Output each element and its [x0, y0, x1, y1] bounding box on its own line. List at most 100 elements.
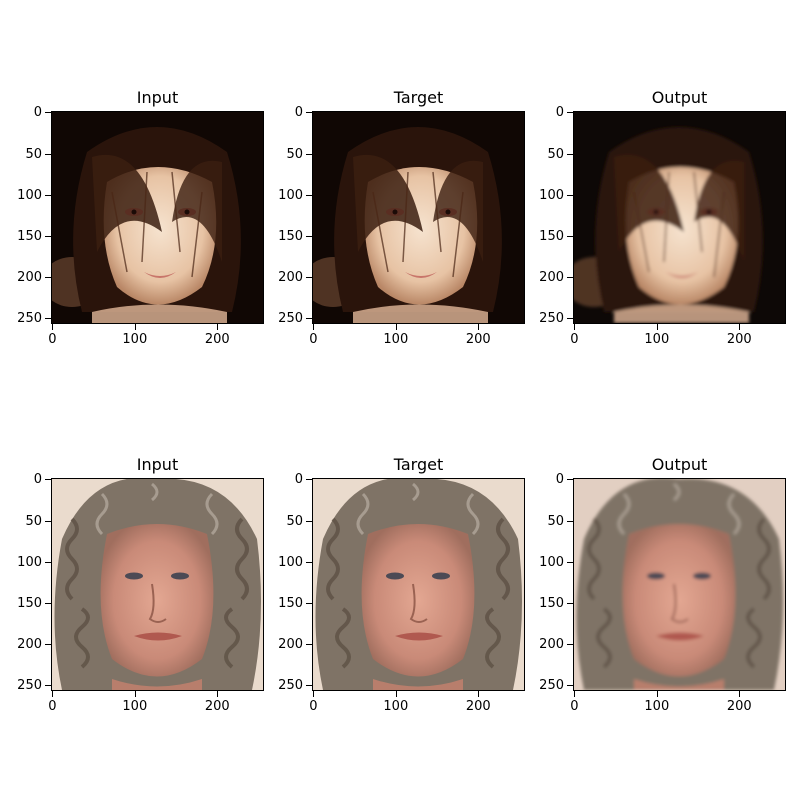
x-tick-label: 200: [465, 699, 491, 714]
y-tick: [567, 561, 574, 563]
y-tick: [306, 479, 313, 481]
y-tick: [45, 277, 52, 279]
x-tick: [574, 690, 576, 697]
y-tick: [45, 685, 52, 687]
x-tick-label: 0: [48, 332, 57, 347]
x-tick: [574, 323, 576, 330]
y-tick-label: 250: [17, 311, 42, 327]
panel-title: Target: [393, 88, 444, 107]
x-tick: [478, 690, 480, 697]
x-tick: [478, 323, 480, 330]
image-panel: Output 0 50 100 150 200 250 0 100 200: [539, 455, 786, 713]
y-tick-label: 50: [286, 513, 303, 529]
y-tick: [45, 603, 52, 605]
y-tick: [567, 236, 574, 238]
y-tick-label: 150: [539, 596, 564, 612]
y-tick-label: 0: [33, 105, 42, 121]
x-tick-label: 0: [570, 699, 579, 714]
y-tick-label: 200: [278, 270, 303, 286]
y-tick-label: 150: [17, 596, 42, 612]
face-image: [574, 112, 785, 323]
face-image: [574, 479, 785, 690]
x-tick: [52, 690, 54, 697]
y-tick: [45, 520, 52, 522]
y-tick-label: 200: [278, 637, 303, 653]
y-tick: [306, 685, 313, 687]
x-tick-label: 0: [570, 332, 579, 347]
panel-title: Input: [136, 455, 179, 474]
y-tick: [306, 194, 313, 196]
x-tick-label: 0: [309, 699, 318, 714]
x-tick-label: 100: [644, 332, 670, 347]
y-tick-label: 0: [294, 472, 303, 488]
image-panel: Input 0 50 100 150 200 250 0 100 200: [17, 455, 264, 713]
face-image: [313, 479, 524, 690]
y-tick-label: 100: [278, 554, 303, 570]
x-tick: [313, 690, 315, 697]
face-image: [52, 479, 263, 690]
x-tick: [395, 323, 397, 330]
y-tick: [45, 153, 52, 155]
y-tick: [306, 520, 313, 522]
panel-title: Target: [393, 455, 444, 474]
y-tick-label: 0: [555, 105, 564, 121]
x-tick-label: 100: [644, 699, 670, 714]
y-tick: [567, 194, 574, 196]
face-image: [52, 112, 263, 323]
y-tick: [45, 112, 52, 114]
y-tick: [306, 644, 313, 646]
y-tick: [306, 112, 313, 114]
panel-title: Input: [136, 88, 179, 107]
y-tick-label: 0: [555, 472, 564, 488]
x-tick-label: 100: [383, 332, 409, 347]
y-tick: [567, 277, 574, 279]
y-tick: [567, 520, 574, 522]
y-tick: [306, 561, 313, 563]
x-tick: [134, 690, 136, 697]
y-tick-label: 200: [17, 637, 42, 653]
x-tick-label: 200: [726, 332, 752, 347]
x-tick-label: 100: [383, 699, 409, 714]
image-panel: Target 0 50 100 150 200 250 0 100 200: [278, 455, 525, 713]
y-tick-label: 50: [547, 513, 564, 529]
y-tick: [567, 603, 574, 605]
x-tick: [395, 690, 397, 697]
panel-title: Output: [651, 455, 708, 474]
x-tick-label: 0: [48, 699, 57, 714]
x-tick-label: 100: [122, 699, 148, 714]
x-tick: [656, 323, 658, 330]
y-tick-label: 150: [539, 229, 564, 245]
y-tick: [567, 318, 574, 320]
x-tick: [739, 690, 741, 697]
y-tick: [567, 479, 574, 481]
y-tick: [306, 277, 313, 279]
y-tick: [306, 236, 313, 238]
x-tick: [52, 323, 54, 330]
y-tick-label: 250: [17, 678, 42, 694]
y-tick-label: 200: [17, 270, 42, 286]
y-tick: [306, 318, 313, 320]
y-tick: [45, 318, 52, 320]
x-tick-label: 200: [465, 332, 491, 347]
y-tick-label: 150: [17, 229, 42, 245]
y-tick-label: 100: [539, 554, 564, 570]
y-tick: [306, 153, 313, 155]
x-tick: [217, 323, 219, 330]
y-tick-label: 100: [278, 187, 303, 203]
y-tick: [567, 644, 574, 646]
y-tick-label: 50: [547, 146, 564, 162]
image-panel: Target 0 50 100 150 200 250 0 100 200: [278, 88, 525, 346]
x-tick-label: 200: [204, 332, 230, 347]
y-tick-label: 0: [294, 105, 303, 121]
x-tick-label: 0: [309, 332, 318, 347]
y-tick-label: 100: [17, 187, 42, 203]
panel-title: Output: [651, 88, 708, 107]
x-tick-label: 200: [204, 699, 230, 714]
x-tick: [656, 690, 658, 697]
y-tick-label: 250: [539, 678, 564, 694]
y-tick: [567, 153, 574, 155]
y-tick: [45, 479, 52, 481]
y-tick-label: 250: [539, 311, 564, 327]
y-tick-label: 100: [539, 187, 564, 203]
y-tick: [45, 236, 52, 238]
